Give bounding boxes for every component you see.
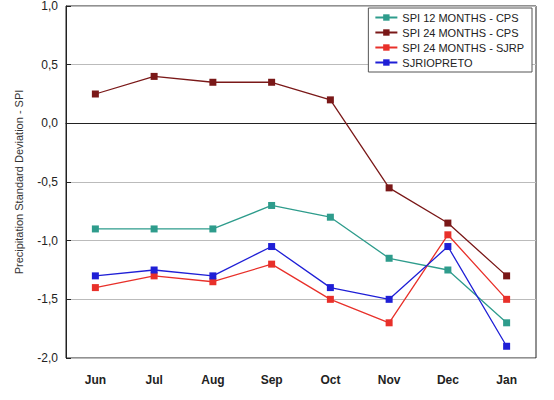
svg-text:Precipitation Standard Deviati: Precipitation Standard Deviation - SPI [13, 90, 25, 275]
svg-text:-2,0: -2,0 [37, 351, 58, 365]
svg-text:Dec: Dec [437, 373, 459, 387]
svg-text:SPI 24 MONTHS - SJRP: SPI 24 MONTHS - SJRP [402, 42, 524, 54]
svg-text:1,0: 1,0 [41, 0, 58, 13]
svg-text:Oct: Oct [320, 373, 340, 387]
svg-text:Aug: Aug [201, 373, 224, 387]
svg-text:Jan: Jan [496, 373, 517, 387]
svg-text:Nov: Nov [378, 373, 401, 387]
svg-text:SPI 24 MONTHS - CPS: SPI 24 MONTHS - CPS [402, 27, 518, 39]
svg-text:Jun: Jun [85, 373, 106, 387]
svg-text:-1,5: -1,5 [37, 292, 58, 306]
svg-text:-0,5: -0,5 [37, 175, 58, 189]
svg-text:Jul: Jul [145, 373, 162, 387]
svg-text:-1,0: -1,0 [37, 234, 58, 248]
svg-text:SPI 12 MONTHS - CPS: SPI 12 MONTHS - CPS [402, 12, 518, 24]
svg-text:0,5: 0,5 [41, 58, 58, 72]
svg-text:SJRIOPRETO: SJRIOPRETO [402, 57, 473, 69]
svg-text:0,0: 0,0 [41, 116, 58, 130]
svg-text:Sep: Sep [261, 373, 283, 387]
